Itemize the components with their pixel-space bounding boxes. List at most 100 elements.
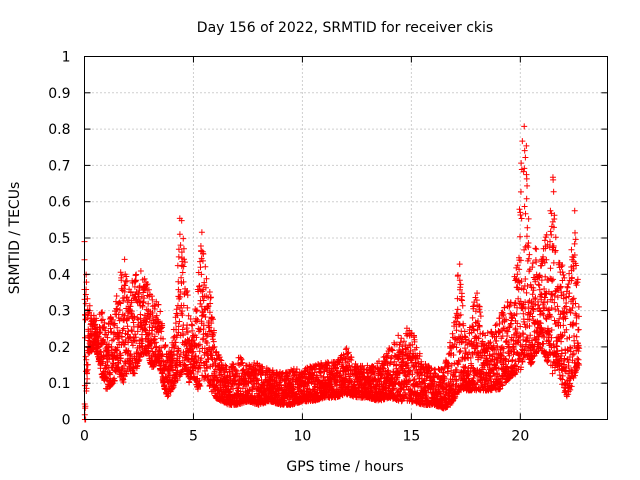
data-point bbox=[129, 328, 136, 335]
data-point bbox=[516, 206, 523, 213]
data-point bbox=[178, 249, 185, 256]
data-point bbox=[139, 303, 146, 310]
data-point bbox=[177, 242, 184, 249]
data-point bbox=[143, 281, 150, 288]
data-point bbox=[172, 339, 179, 346]
data-point bbox=[457, 281, 464, 288]
data-point bbox=[175, 323, 182, 330]
data-point bbox=[110, 336, 117, 343]
data-point bbox=[180, 263, 187, 270]
data-point bbox=[141, 295, 148, 302]
data-point bbox=[176, 231, 183, 238]
data-point bbox=[148, 345, 155, 352]
data-point bbox=[140, 317, 147, 324]
data-point bbox=[104, 358, 111, 365]
data-point bbox=[522, 154, 529, 161]
data-point bbox=[208, 294, 215, 301]
data-point bbox=[180, 278, 187, 285]
data-point bbox=[145, 349, 152, 356]
data-point bbox=[181, 259, 188, 266]
data-point bbox=[82, 291, 89, 298]
data-point bbox=[476, 309, 483, 316]
data-point bbox=[178, 274, 185, 281]
data-point bbox=[521, 123, 528, 130]
data-point bbox=[120, 297, 127, 304]
data-point bbox=[84, 369, 91, 376]
data-point bbox=[529, 291, 536, 298]
data-point bbox=[157, 308, 164, 315]
data-point bbox=[461, 364, 468, 371]
data-point bbox=[133, 271, 140, 278]
data-point bbox=[137, 268, 144, 275]
data-point bbox=[179, 269, 186, 276]
data-point bbox=[141, 275, 148, 282]
data-point bbox=[398, 335, 405, 342]
data-point bbox=[132, 277, 139, 284]
data-point bbox=[149, 348, 156, 355]
data-point bbox=[115, 360, 122, 367]
data-point bbox=[113, 292, 120, 299]
data-point bbox=[134, 362, 141, 369]
data-point bbox=[547, 228, 554, 235]
data-point bbox=[82, 300, 89, 307]
data-point bbox=[85, 310, 92, 317]
data-point bbox=[197, 258, 204, 265]
data-point bbox=[113, 305, 120, 312]
x-axis-label: GPS time / hours bbox=[286, 459, 403, 475]
data-point bbox=[82, 353, 89, 360]
data-point bbox=[522, 210, 529, 217]
data-point bbox=[518, 160, 525, 167]
data-point bbox=[162, 342, 169, 349]
data-point bbox=[175, 278, 182, 285]
data-point bbox=[395, 332, 402, 339]
data-point bbox=[181, 256, 188, 263]
data-point bbox=[533, 246, 540, 253]
data-point bbox=[86, 302, 93, 309]
data-point bbox=[84, 314, 91, 321]
data-point bbox=[165, 392, 172, 399]
data-point bbox=[186, 379, 193, 386]
data-point bbox=[151, 333, 158, 340]
data-point bbox=[521, 246, 528, 253]
data-point bbox=[102, 327, 109, 334]
data-point bbox=[116, 307, 123, 314]
data-point bbox=[477, 313, 484, 320]
data-point bbox=[143, 318, 150, 325]
data-point bbox=[152, 344, 159, 351]
data-point bbox=[96, 330, 103, 337]
data-point bbox=[179, 312, 186, 319]
data-point bbox=[118, 277, 125, 284]
data-point bbox=[173, 361, 180, 368]
data-point bbox=[546, 306, 553, 313]
data-point bbox=[122, 278, 129, 285]
data-point bbox=[560, 322, 567, 329]
data-point bbox=[177, 288, 184, 295]
data-point bbox=[128, 360, 135, 367]
data-point bbox=[149, 296, 156, 303]
data-point bbox=[169, 385, 176, 392]
data-point bbox=[184, 292, 191, 299]
data-point bbox=[127, 288, 134, 295]
data-point bbox=[153, 312, 160, 319]
data-point bbox=[560, 272, 567, 279]
y-axis-label: SRMTID / TECUs bbox=[7, 182, 23, 295]
data-point bbox=[164, 393, 171, 400]
data-point bbox=[523, 289, 530, 296]
data-point bbox=[150, 317, 157, 324]
data-point bbox=[152, 303, 159, 310]
data-point bbox=[82, 403, 89, 410]
data-point bbox=[99, 309, 106, 316]
data-point bbox=[524, 242, 531, 249]
data-point bbox=[196, 348, 203, 355]
data-point bbox=[84, 361, 91, 368]
data-point bbox=[518, 215, 525, 222]
data-point bbox=[131, 337, 138, 344]
data-point bbox=[206, 288, 213, 295]
data-point bbox=[170, 334, 177, 341]
data-point bbox=[130, 364, 137, 371]
data-point bbox=[457, 347, 464, 354]
data-point bbox=[517, 188, 524, 195]
data-point bbox=[459, 302, 466, 309]
data-point bbox=[197, 264, 204, 271]
